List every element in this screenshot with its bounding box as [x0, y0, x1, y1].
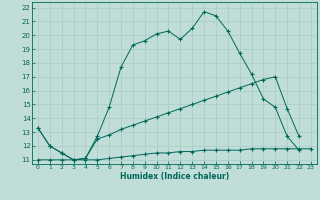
X-axis label: Humidex (Indice chaleur): Humidex (Indice chaleur)	[120, 172, 229, 181]
